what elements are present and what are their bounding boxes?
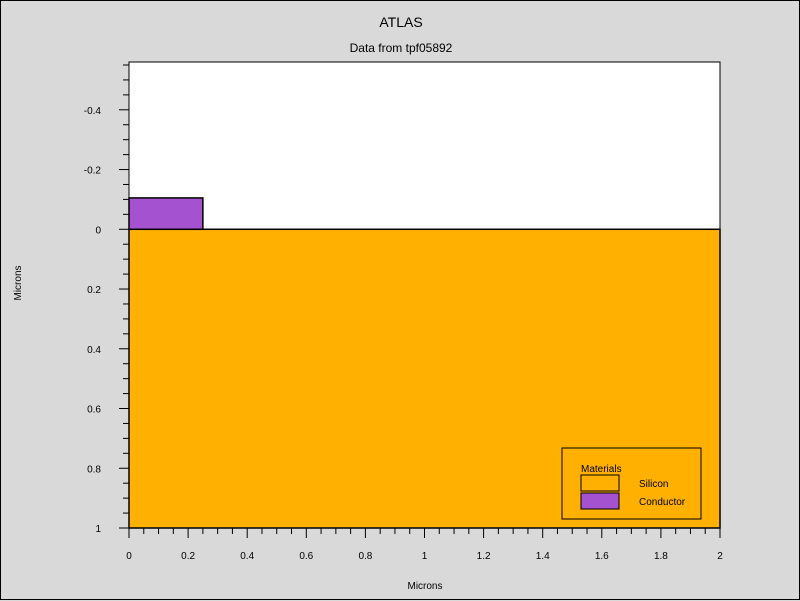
legend-title: Materials	[581, 464, 622, 475]
legend-label-conductor: Conductor	[639, 497, 686, 508]
chart-subtitle: Data from tpf05892	[350, 41, 453, 55]
y-tick-label: 0	[95, 225, 101, 236]
y-axis: -0.4 -0.2 0 0.2 0.4 0.6 0.8 1	[84, 64, 129, 535]
y-tick-label: -0.4	[84, 106, 102, 117]
region-conductor	[128, 197, 204, 231]
x-axis: 0 0.2 0.4 0.6 0.8 1 1.2 1.4 1.6 1.8 2	[126, 528, 723, 562]
y-tick-label: 1	[95, 524, 101, 535]
x-tick-label: 1.8	[654, 551, 668, 562]
x-tick-label: 0.2	[181, 551, 195, 562]
x-tick-label: 0.4	[240, 551, 254, 562]
material-regions	[128, 197, 721, 529]
x-tick-label: 2	[717, 551, 723, 562]
y-tick-label: 0.6	[87, 405, 101, 416]
region-silicon	[128, 228, 721, 529]
legend-box	[561, 447, 702, 520]
y-tick-label: 0.4	[87, 345, 101, 356]
y-tick-label: -0.2	[84, 166, 102, 177]
x-tick-label: 0.6	[299, 551, 313, 562]
x-tick-label: 1.4	[536, 551, 550, 562]
x-tick-label: 1.6	[595, 551, 609, 562]
y-tick-label: 0.2	[87, 285, 101, 296]
y-axis-label: Microns	[13, 265, 24, 300]
chart-title: ATLAS	[379, 14, 422, 30]
x-axis-label: Microns	[407, 581, 442, 592]
x-tick-label: 1	[422, 551, 428, 562]
y-tick-label: 0.8	[87, 464, 101, 475]
legend-label-silicon: Silicon	[639, 479, 668, 490]
legend-swatch-conductor	[580, 492, 620, 510]
legend-swatch-silicon	[580, 474, 620, 492]
legend: Materials Silicon Conductor	[561, 447, 702, 520]
x-tick-label: 1.2	[477, 551, 491, 562]
x-tick-label: 0.8	[358, 551, 372, 562]
x-tick-label: 0	[126, 551, 132, 562]
